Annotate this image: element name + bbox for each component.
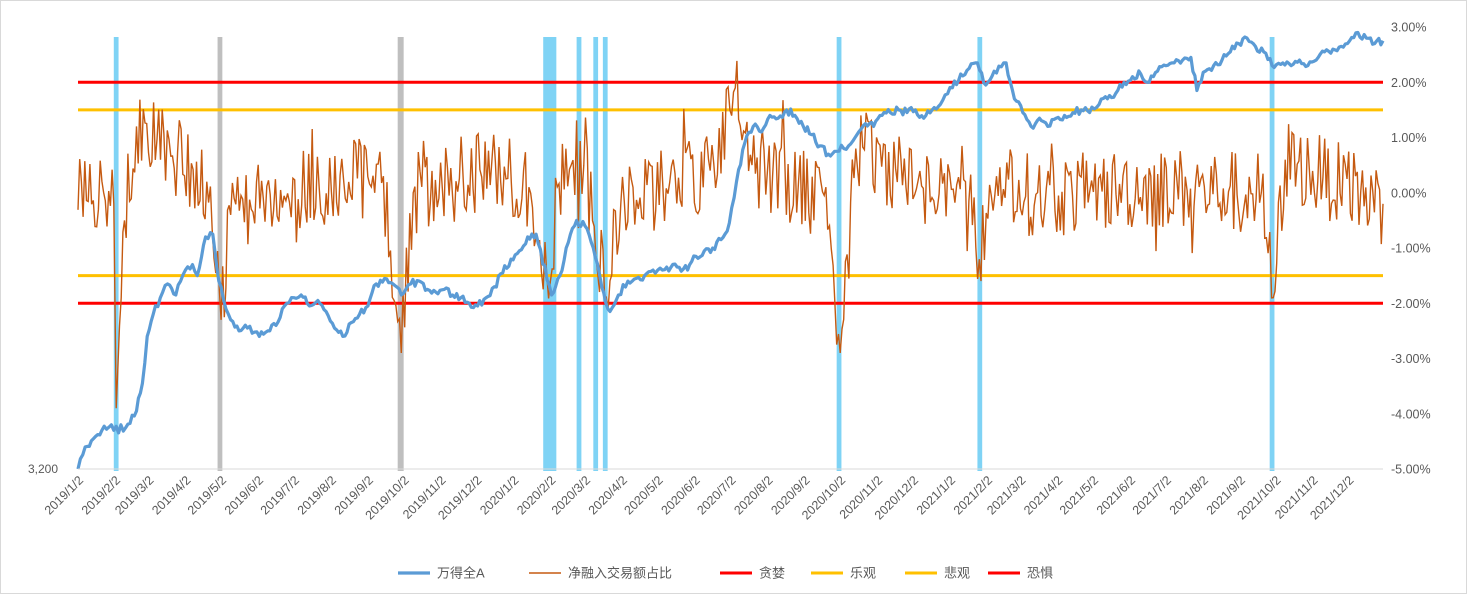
x-axis: 2019/1/22019/2/22019/3/22019/4/22019/5/2… [42,468,1383,522]
legend-label-5: 恐惧 [1027,566,1053,581]
highlight-band-4 [576,37,582,471]
legend: 万得全A 净融入交易额占比 贪婪 乐观 悲观 恐惧 [398,566,1053,581]
right-tick-label: 2.00% [1391,76,1426,90]
legend-label-4: 悲观 [944,566,970,581]
x-tick-label: 2019/7/2 [258,473,302,517]
x-tick-label: 2020/5/2 [622,473,666,517]
highlight-band-2 [397,37,404,471]
series-line-ratio [77,60,1384,409]
legend-label-3: 乐观 [850,566,876,581]
legend-label-0: 万得全A [437,566,485,581]
x-tick-label: 2021/8/2 [1167,473,1211,517]
x-tick-label: 2020/3/2 [549,473,593,517]
x-tick-label: 2020/7/2 [694,473,738,517]
right-tick-label: 1.00% [1391,131,1426,145]
right-tick-label: -2.00% [1391,297,1431,311]
x-tick-label: 2021/5/2 [1057,473,1101,517]
right-axis: 3.00% 2.00% 1.00% 0.00% -1.00% -2.00% -3.00% -4… [1391,21,1431,477]
highlight-band-6 [602,37,608,471]
right-tick-label: -5.00% [1391,463,1431,477]
highlight-band-0 [113,37,119,471]
highlight-band-7 [836,37,842,471]
x-tick-label: 2019/5/2 [185,473,229,517]
x-tick-label: 2020/1/2 [477,473,521,517]
legend-label-1: 净融入交易额占比 [568,566,672,581]
right-tick-label: 0.00% [1391,186,1426,200]
right-tick-label: -1.00% [1391,242,1431,256]
legend-label-2: 贪婪 [759,566,785,581]
right-tick-label: -4.00% [1391,407,1431,421]
highlight-band-8 [977,37,983,471]
x-tick-label: 2020/8/2 [731,473,775,517]
left-tick-label: 3,200 [28,462,58,476]
right-tick-label: -3.00% [1391,352,1431,366]
highlight-band-1 [217,37,223,471]
x-tick-label: 2021/7/2 [1130,473,1174,517]
highlight-band-3 [543,37,557,471]
highlight-band-9 [1269,37,1275,471]
right-tick-label: 3.00% [1391,21,1426,35]
series-lines [76,30,1385,470]
series-line-index [76,30,1385,470]
left-axis: 3,200 [28,462,58,476]
x-tick-label: 2019/8/2 [295,473,339,517]
x-tick-label: 2021/1/2 [914,473,958,517]
x-tick-label: 2019/1/2 [42,473,86,517]
